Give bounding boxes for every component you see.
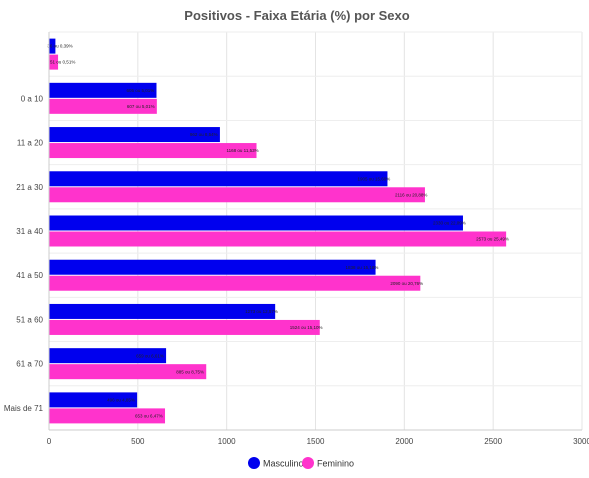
x-tick-label: 2500 <box>484 437 502 446</box>
data-label: 1273 ou 12,57% <box>245 309 278 314</box>
data-labels: 36 ou 0,39% 605 ou 5,01% 962 ou 8,54% 1905 … <box>47 44 509 419</box>
axes: 0 500 1000 1500 2000 2500 3000 0 a 10 11 a 20 21 … <box>4 32 589 446</box>
x-tick-label: 2000 <box>395 437 413 446</box>
y-category-label: Mais de 71 <box>4 404 44 413</box>
data-label: 605 ou 5,01% <box>126 88 154 93</box>
data-label: 2090 ou 20,76% <box>390 281 423 286</box>
x-tick-label: 0 <box>47 437 52 446</box>
bar-masculino[interactable] <box>49 38 56 54</box>
bar-feminino[interactable] <box>49 98 157 114</box>
bar-masculino[interactable] <box>49 127 220 143</box>
bar-masculino[interactable] <box>49 392 138 408</box>
bar-masculino[interactable] <box>49 259 376 275</box>
bar-feminino[interactable] <box>49 408 166 424</box>
y-category-label: 31 a 40 <box>16 227 43 236</box>
x-tick-label: 3000 <box>573 437 589 446</box>
bar-masculino[interactable] <box>49 171 388 187</box>
data-label: 2330 ou 22,09% <box>433 221 466 226</box>
bar-masculino[interactable] <box>49 215 463 231</box>
bar-masculino[interactable] <box>49 348 167 364</box>
bar-feminino[interactable] <box>49 319 320 335</box>
x-tick-label: 500 <box>131 437 145 446</box>
data-label: 653 ou 6,47% <box>135 413 163 418</box>
chart-title: Positivos - Faixa Etária (%) por Sexo <box>184 8 409 23</box>
data-label: 962 ou 8,54% <box>190 132 218 137</box>
y-category-label: 0 a 10 <box>21 94 44 103</box>
x-tick-label: 1000 <box>218 437 236 446</box>
bar-feminino[interactable] <box>49 54 59 70</box>
data-label: 496 ou 4,85% <box>107 397 135 402</box>
data-label: 36 ou 0,39% <box>47 44 72 49</box>
bars <box>49 38 507 424</box>
legend-label-masculino[interactable]: Masculino <box>263 459 304 469</box>
data-label: 2116 ou 20,88% <box>395 192 427 197</box>
legend-label-feminino[interactable]: Feminino <box>317 459 354 469</box>
bar-feminino[interactable] <box>49 231 507 247</box>
data-label: 659 ou 6,61% <box>136 353 164 358</box>
bar-feminino[interactable] <box>49 143 257 159</box>
bar-feminino[interactable] <box>49 275 421 291</box>
y-category-label: 51 a 60 <box>16 315 43 324</box>
legend[interactable]: Masculino Feminino <box>248 457 354 469</box>
data-label: 2573 ou 25,49% <box>476 237 509 242</box>
data-label: 1524 ou 15,10% <box>290 325 323 330</box>
data-label: 885 ou 8,75% <box>176 369 204 374</box>
bar-masculino[interactable] <box>49 303 276 319</box>
legend-marker-feminino[interactable] <box>302 457 314 469</box>
bar-feminino[interactable] <box>49 187 425 203</box>
x-tick-label: 1500 <box>307 437 325 446</box>
y-category-label: 41 a 50 <box>16 271 43 280</box>
y-category-label: 21 a 30 <box>16 183 43 192</box>
bar-feminino[interactable] <box>49 364 207 380</box>
data-label: 1838 ou 15,18% <box>346 265 379 270</box>
y-category-label: 61 a 70 <box>16 360 43 369</box>
data-label: 1168 ou 11,53% <box>227 148 259 153</box>
legend-marker-masculino[interactable] <box>248 457 260 469</box>
data-label: 1905 ou 15,60% <box>357 176 390 181</box>
bar-masculino[interactable] <box>49 82 157 98</box>
y-category-label: 11 a 20 <box>17 139 44 148</box>
data-label: 607 ou 5,01% <box>127 104 155 109</box>
data-label: 51 ou 0,51% <box>50 60 75 65</box>
